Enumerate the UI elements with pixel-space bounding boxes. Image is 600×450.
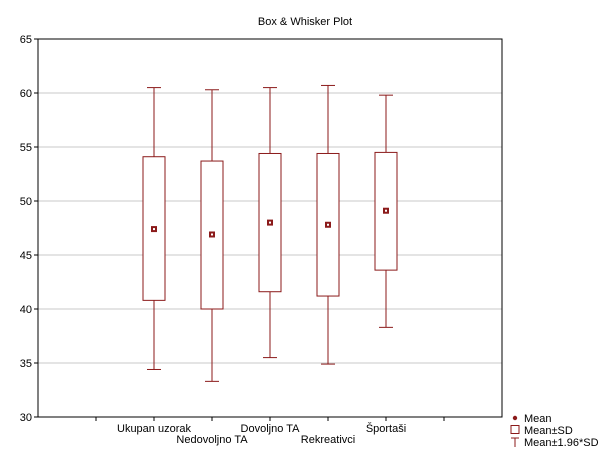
y-tick-label: 30: [20, 412, 32, 424]
mean-marker-center: [269, 221, 271, 224]
x-category-label: Dovoljno TA: [241, 423, 301, 435]
mean-marker-center: [211, 233, 213, 236]
legend-whisker-label: Mean±1.96*SD: [524, 437, 599, 449]
y-tick-label: 65: [20, 34, 32, 46]
legend-sd-label: Mean±SD: [524, 425, 573, 437]
y-tick-label: 45: [20, 250, 32, 262]
mean-marker-center: [327, 223, 329, 226]
x-category-label: Rekreativci: [301, 434, 355, 446]
x-category-label: Športaši: [366, 422, 406, 435]
mean-marker-center: [385, 209, 387, 212]
mean-marker-center: [153, 228, 155, 231]
box-plots: [142, 84, 398, 382]
y-tick-label: 35: [20, 358, 32, 370]
chart-title: Box & Whisker Plot: [258, 16, 352, 28]
x-category-label: Ukupan uzorak: [117, 423, 191, 435]
y-tick-label: 60: [20, 88, 32, 100]
x-category-label: Nedovoljno TA: [176, 434, 248, 446]
axes: 30 35 40 45 50 55 60 65 Ukupan uzorakNedovoljno …: [20, 34, 445, 446]
y-tick-label: 50: [20, 196, 32, 208]
legend-mean-label: Mean: [524, 413, 552, 425]
y-tick-label: 55: [20, 142, 32, 154]
legend-sd-marker: [510, 425, 520, 434]
y-tick-label: 40: [20, 304, 32, 316]
legend-mean-marker: [512, 415, 518, 421]
